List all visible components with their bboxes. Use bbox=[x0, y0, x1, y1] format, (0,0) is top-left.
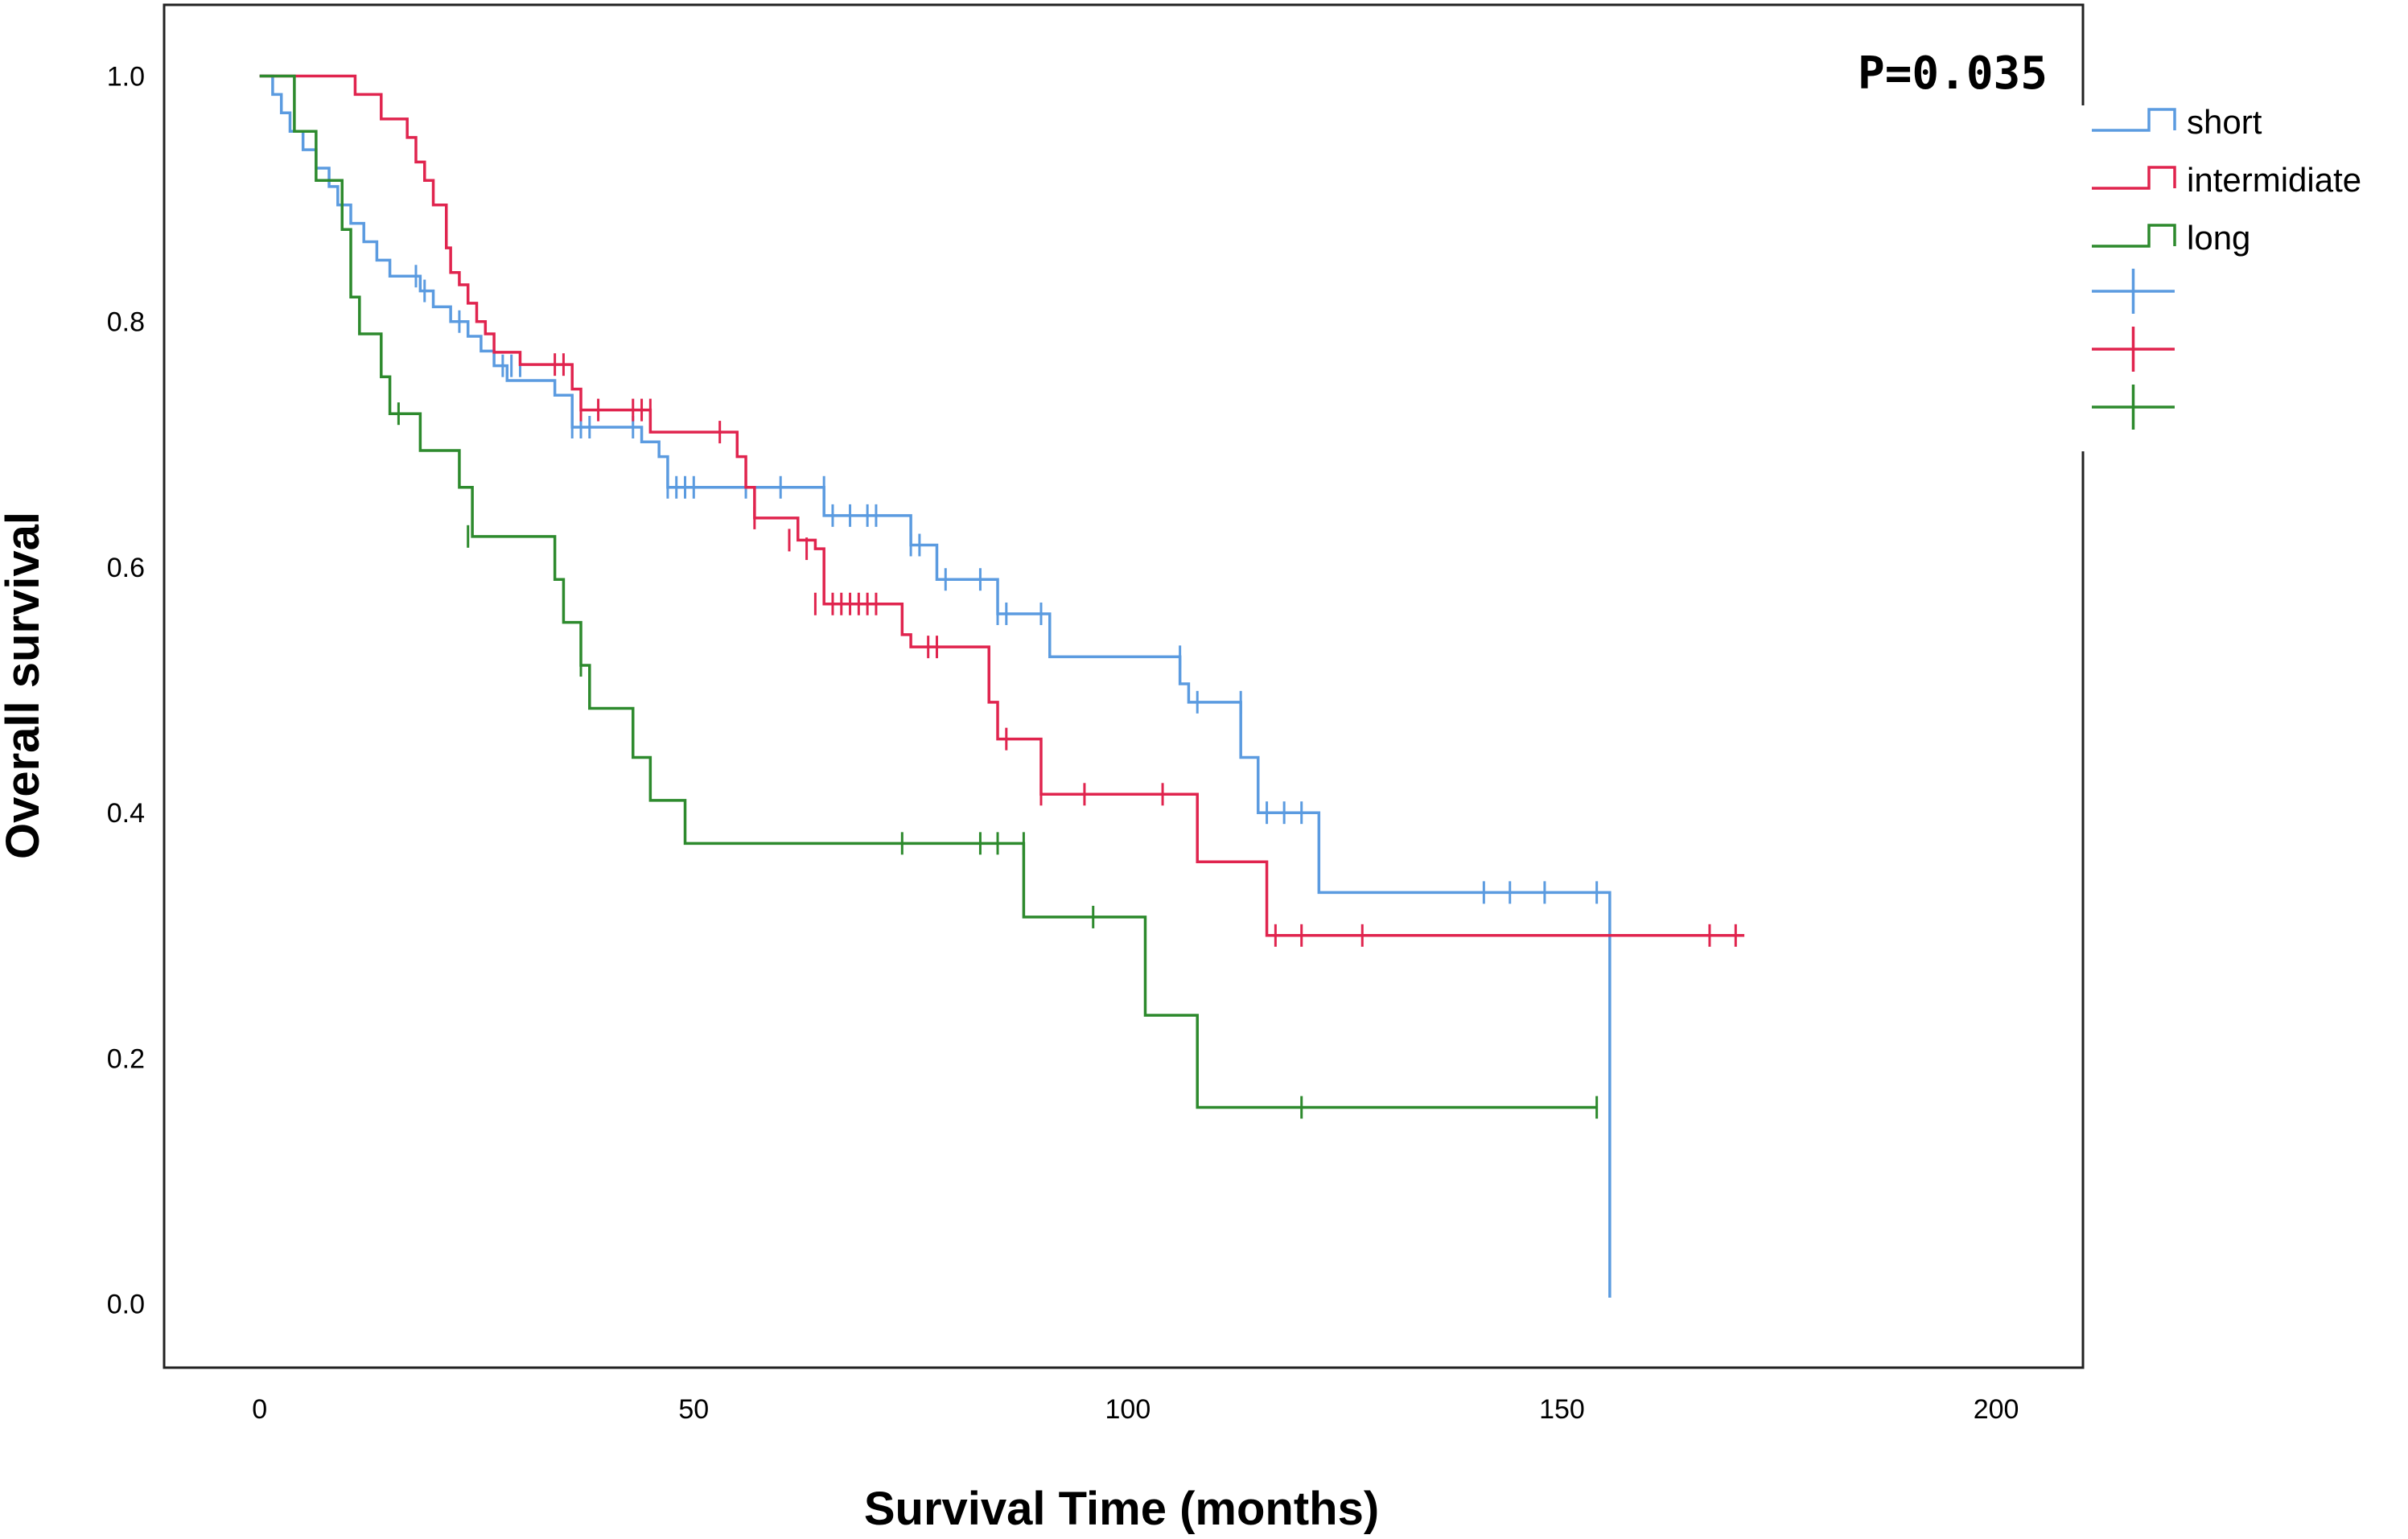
y-tick-label: 0.4 bbox=[107, 798, 145, 829]
legend: short intermidiate long bbox=[2092, 103, 2361, 430]
y-tick-label: 0.8 bbox=[107, 307, 145, 338]
legend-swatch-long bbox=[2092, 224, 2176, 248]
legend-swatch-short bbox=[2092, 108, 2176, 132]
x-tick-label: 200 bbox=[1974, 1394, 2019, 1425]
legend-swatch-intermidiate bbox=[2092, 166, 2176, 190]
tick-labels: 0 50 100 150 200 0.0 0.2 0.4 0.6 0.8 1.0 bbox=[107, 62, 2019, 1425]
survival-curve-long bbox=[259, 74, 1597, 1109]
legend-box bbox=[2084, 105, 2408, 451]
p-value-annotation: P=0.035 bbox=[1858, 47, 2048, 100]
y-tick-label: 0.2 bbox=[107, 1043, 145, 1074]
legend-label-short: short bbox=[2187, 103, 2262, 141]
legend-label-intermidiate: intermidiate bbox=[2187, 161, 2361, 199]
x-tick-label: 100 bbox=[1105, 1394, 1151, 1425]
y-axis-title: Overall survival bbox=[0, 512, 49, 859]
series-intermidiate bbox=[259, 74, 1745, 947]
x-tick-label: 50 bbox=[678, 1394, 709, 1425]
x-tick-label: 0 bbox=[252, 1394, 267, 1425]
plot-frame bbox=[163, 3, 2085, 1369]
plot-series bbox=[259, 74, 1745, 1298]
legend-label-long: long bbox=[2187, 219, 2250, 257]
x-axis-title: Survival Time (months) bbox=[864, 1483, 1379, 1535]
survival-curve-short bbox=[259, 74, 1612, 1298]
survival-curve-intermidiate bbox=[259, 74, 1745, 937]
y-tick-label: 0.6 bbox=[107, 553, 145, 583]
series-long bbox=[259, 74, 1599, 1119]
x-tick-label: 150 bbox=[1539, 1394, 1585, 1425]
y-tick-label: 0.0 bbox=[107, 1290, 145, 1320]
y-tick-label: 1.0 bbox=[107, 62, 145, 93]
